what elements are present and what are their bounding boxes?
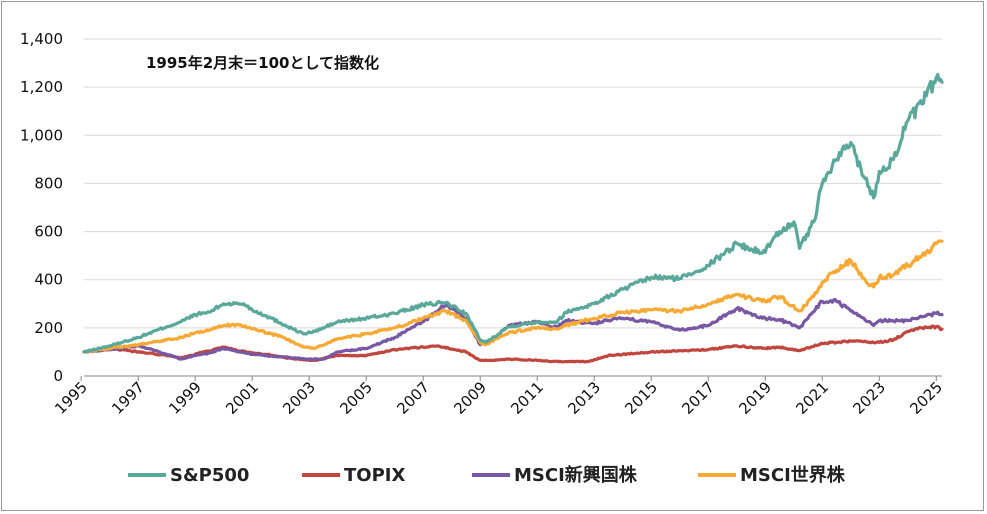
- y-tick-label: 1,000: [20, 126, 63, 144]
- legend-label: MSCI新興国株: [514, 464, 638, 486]
- x-tick-label: 2005: [336, 378, 376, 418]
- x-tick-label: 2011: [507, 378, 547, 418]
- x-tick-label: 2013: [564, 378, 604, 418]
- x-tick-label: 2019: [735, 378, 775, 418]
- y-tick-label: 400: [34, 271, 63, 289]
- index-note: 1995年2月末＝100として指数化: [146, 54, 379, 72]
- x-axis: [80, 375, 942, 381]
- y-tick-label: 200: [34, 319, 63, 337]
- x-tick-label: 2015: [621, 378, 661, 418]
- x-tick-label: 2009: [450, 378, 490, 418]
- x-axis-ticks: 1995 1997 1999 2001 2003 2005 2007 2009 2011 2013…: [51, 378, 946, 418]
- y-tick-label: 1,400: [20, 30, 63, 48]
- x-tick-label: 1999: [165, 378, 205, 418]
- x-tick-label: 2003: [279, 378, 319, 418]
- legend: S&P500 TOPIX MSCI新興国株 MSCI世界株: [128, 464, 846, 486]
- legend-label: S&P500: [170, 465, 249, 486]
- x-tick-label: 2023: [849, 378, 889, 418]
- legend-label: MSCI世界株: [740, 464, 846, 486]
- x-tick-label: 1997: [108, 378, 148, 418]
- y-tick-label: 0: [53, 367, 63, 385]
- y-tick-label: 1,200: [20, 78, 63, 96]
- series-line-0: [82, 72, 944, 354]
- series-lines: [82, 72, 944, 364]
- x-tick-label: 2007: [393, 378, 433, 418]
- legend-label: TOPIX: [344, 465, 405, 486]
- y-axis-ticks: 0 200 400 600 800 1,000 1,200 1,400: [20, 30, 63, 385]
- y-tick-label: 800: [34, 174, 63, 192]
- x-tick-label: 2021: [792, 378, 832, 418]
- x-tick-label: 2001: [222, 378, 262, 418]
- series-line-3: [82, 239, 944, 354]
- x-tick-label: 2025: [906, 378, 946, 418]
- y-tick-label: 600: [34, 223, 63, 241]
- x-tick-label: 2017: [678, 378, 718, 418]
